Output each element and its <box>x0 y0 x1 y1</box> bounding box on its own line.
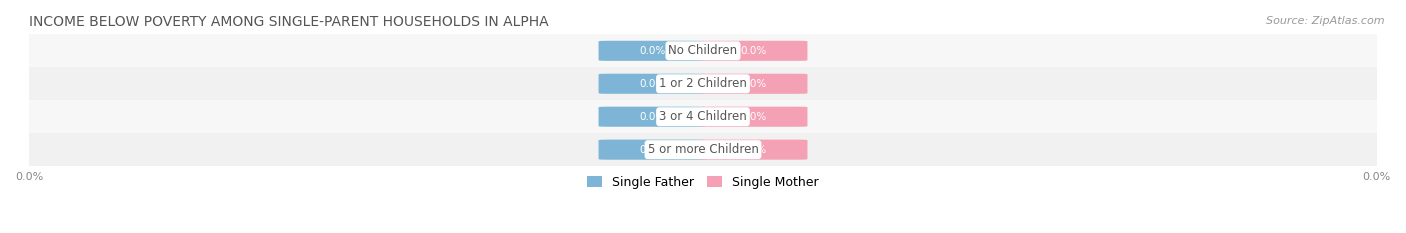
Text: INCOME BELOW POVERTY AMONG SINGLE-PARENT HOUSEHOLDS IN ALPHA: INCOME BELOW POVERTY AMONG SINGLE-PARENT… <box>30 15 548 29</box>
Text: 3 or 4 Children: 3 or 4 Children <box>659 110 747 123</box>
Text: No Children: No Children <box>668 44 738 57</box>
Text: 0.0%: 0.0% <box>640 46 665 56</box>
Text: 0.0%: 0.0% <box>640 79 665 89</box>
FancyBboxPatch shape <box>700 140 807 160</box>
Bar <box>30 34 1376 67</box>
Text: 0.0%: 0.0% <box>640 145 665 155</box>
FancyBboxPatch shape <box>700 107 807 127</box>
Legend: Single Father, Single Mother: Single Father, Single Mother <box>588 176 818 189</box>
FancyBboxPatch shape <box>599 74 706 94</box>
Text: Source: ZipAtlas.com: Source: ZipAtlas.com <box>1267 16 1385 26</box>
Text: 5 or more Children: 5 or more Children <box>648 143 758 156</box>
Bar <box>30 100 1376 133</box>
FancyBboxPatch shape <box>599 41 706 61</box>
Bar <box>30 67 1376 100</box>
Text: 0.0%: 0.0% <box>741 79 766 89</box>
Text: 0.0%: 0.0% <box>741 46 766 56</box>
FancyBboxPatch shape <box>599 140 706 160</box>
Text: 0.0%: 0.0% <box>741 112 766 122</box>
FancyBboxPatch shape <box>700 74 807 94</box>
Text: 0.0%: 0.0% <box>640 112 665 122</box>
Text: 0.0%: 0.0% <box>741 145 766 155</box>
Bar <box>30 133 1376 166</box>
Text: 1 or 2 Children: 1 or 2 Children <box>659 77 747 90</box>
FancyBboxPatch shape <box>700 41 807 61</box>
FancyBboxPatch shape <box>599 107 706 127</box>
